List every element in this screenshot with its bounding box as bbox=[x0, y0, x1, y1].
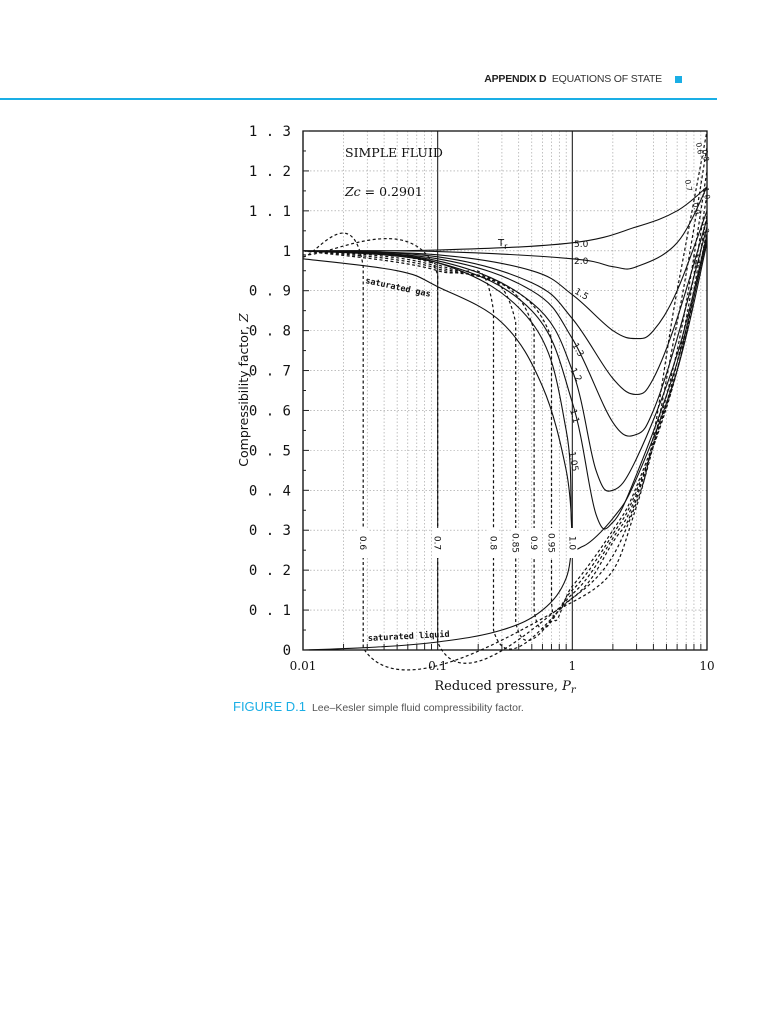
tr-label-background bbox=[358, 528, 369, 558]
curve-saturated-gas bbox=[302, 258, 573, 535]
tr-label-background bbox=[488, 528, 499, 558]
tr-curve-label: 1.3 bbox=[569, 342, 585, 359]
zc-value: = 0.2901 bbox=[361, 184, 423, 199]
saturated-gas-label: saturated gas bbox=[364, 276, 431, 300]
tr-curve-label: 1.1 bbox=[567, 408, 580, 424]
curve-tr-1-2 bbox=[302, 226, 708, 437]
y-tick-label: 0 . 5 bbox=[249, 443, 291, 459]
zc-symbol: Zc bbox=[344, 184, 361, 199]
y-axis-title: Compressibility factor, Z bbox=[236, 313, 251, 467]
tr-right-edge-label: 0.8 bbox=[700, 149, 711, 163]
y-tick-label: 1 . 1 bbox=[249, 204, 291, 220]
tr-curve-label: 5.0 bbox=[574, 240, 589, 250]
curve-tr-0-6 bbox=[302, 130, 708, 671]
tr-low-curve-label: 1.0 bbox=[566, 536, 576, 551]
header-square-marker bbox=[675, 76, 682, 83]
tr-right-edge-label: 1.3 bbox=[700, 221, 711, 235]
tr-low-curve-label: 0.9 bbox=[528, 536, 538, 551]
tr-low-curve-label: 0.7 bbox=[432, 536, 442, 550]
axis-ticks bbox=[303, 130, 702, 651]
running-head: APPENDIX D EQUATIONS OF STATE bbox=[484, 73, 662, 85]
y-tick-label: 0 . 9 bbox=[249, 284, 291, 300]
x-axis-title-subscript: r bbox=[571, 685, 577, 696]
y-tick-label: 0 . 7 bbox=[249, 364, 291, 380]
tr-right-edge-label: 1.0 bbox=[701, 187, 712, 201]
tr-label-background bbox=[510, 528, 521, 558]
running-head-title: EQUATIONS OF STATE bbox=[551, 73, 662, 85]
tr-right-edge-label: 0.9 bbox=[691, 202, 702, 216]
chart-grid bbox=[302, 130, 707, 651]
header-rule bbox=[0, 98, 717, 100]
tr-curve-label: 2.0 bbox=[574, 257, 589, 267]
curve-tr-1-5 bbox=[302, 210, 708, 340]
curve-tr-1-3 bbox=[302, 218, 708, 396]
y-tick-label: 0 . 1 bbox=[249, 603, 291, 619]
tr-low-curve-label: 0.95 bbox=[545, 533, 555, 553]
saturated-liquid-label: saturated liquid bbox=[368, 629, 450, 644]
running-head-section: APPENDIX D bbox=[484, 73, 547, 85]
x-tick-label: 0.1 bbox=[428, 659, 447, 673]
tr-label-background bbox=[546, 528, 557, 558]
y-tick-label: 0 . 3 bbox=[249, 523, 291, 539]
tr-curve-label: 1.2 bbox=[567, 367, 583, 384]
tr-label-background bbox=[432, 528, 443, 558]
tr-curve-label: 1.05 bbox=[566, 451, 579, 472]
y-tick-label: 1 bbox=[283, 244, 291, 260]
y-tick-label: 0 bbox=[283, 643, 291, 659]
tr-low-curve-label: 0.8 bbox=[488, 536, 498, 551]
curve-tr-0-95 bbox=[302, 230, 708, 622]
page-header: APPENDIX D EQUATIONS OF STATE bbox=[0, 0, 768, 100]
tr-low-curve-label: 0.85 bbox=[510, 533, 520, 553]
curve-tr-2-0 bbox=[302, 186, 708, 270]
chart-curves bbox=[302, 130, 708, 671]
x-tick-label: 10 bbox=[699, 659, 714, 673]
chart-title: SIMPLE FLUID bbox=[345, 145, 443, 160]
tr-low-curve-label: 0.6 bbox=[357, 536, 367, 551]
x-tick-label: 1 bbox=[569, 659, 577, 673]
chart-labels: 0 0 . 1 0 . 2 0 . 3 0 . 4 0 . 5 0 . 6 0 . 7 0 . … bbox=[236, 124, 715, 696]
chart-annotation: Zc = 0.2901 bbox=[344, 184, 423, 199]
tr-label-background bbox=[529, 528, 540, 558]
figure-caption-text: Lee–Kesler simple fluid compressibility … bbox=[311, 702, 524, 714]
tr-right-edge-label: 1.1 bbox=[691, 253, 702, 267]
tr-curve-label: 1.5 bbox=[573, 287, 590, 303]
curve-tr-0-8 bbox=[302, 170, 708, 650]
y-tick-label: 0 . 8 bbox=[249, 324, 291, 340]
tr-right-edge-label: 0.6 bbox=[694, 142, 705, 156]
figure-caption: FIGURE D.1 Lee–Kesler simple fluid compre… bbox=[233, 699, 524, 714]
y-tick-label: 1 . 3 bbox=[249, 124, 291, 140]
x-tick-label: 0.01 bbox=[290, 659, 317, 673]
figure-label: FIGURE D.1 bbox=[233, 699, 306, 714]
x-axis-title: Reduced pressure, Pr bbox=[434, 679, 576, 696]
tr-parameter-label: Tr bbox=[497, 238, 508, 251]
tr-right-edge-label: 0.7 bbox=[683, 179, 694, 193]
curve-tr-1-1 bbox=[302, 234, 708, 492]
tr-subscript: r bbox=[504, 242, 508, 251]
x-axis-title-symbol: P bbox=[561, 679, 571, 694]
tr-label-background bbox=[567, 528, 578, 558]
y-axis-title-symbol: Z bbox=[236, 313, 251, 323]
y-tick-label: 0 . 4 bbox=[249, 483, 291, 499]
y-tick-label: 0 . 6 bbox=[249, 403, 291, 419]
curve-tr-1-05 bbox=[302, 238, 708, 530]
y-tick-label: 1 . 2 bbox=[249, 164, 291, 180]
y-tick-label: 0 . 2 bbox=[249, 563, 291, 579]
